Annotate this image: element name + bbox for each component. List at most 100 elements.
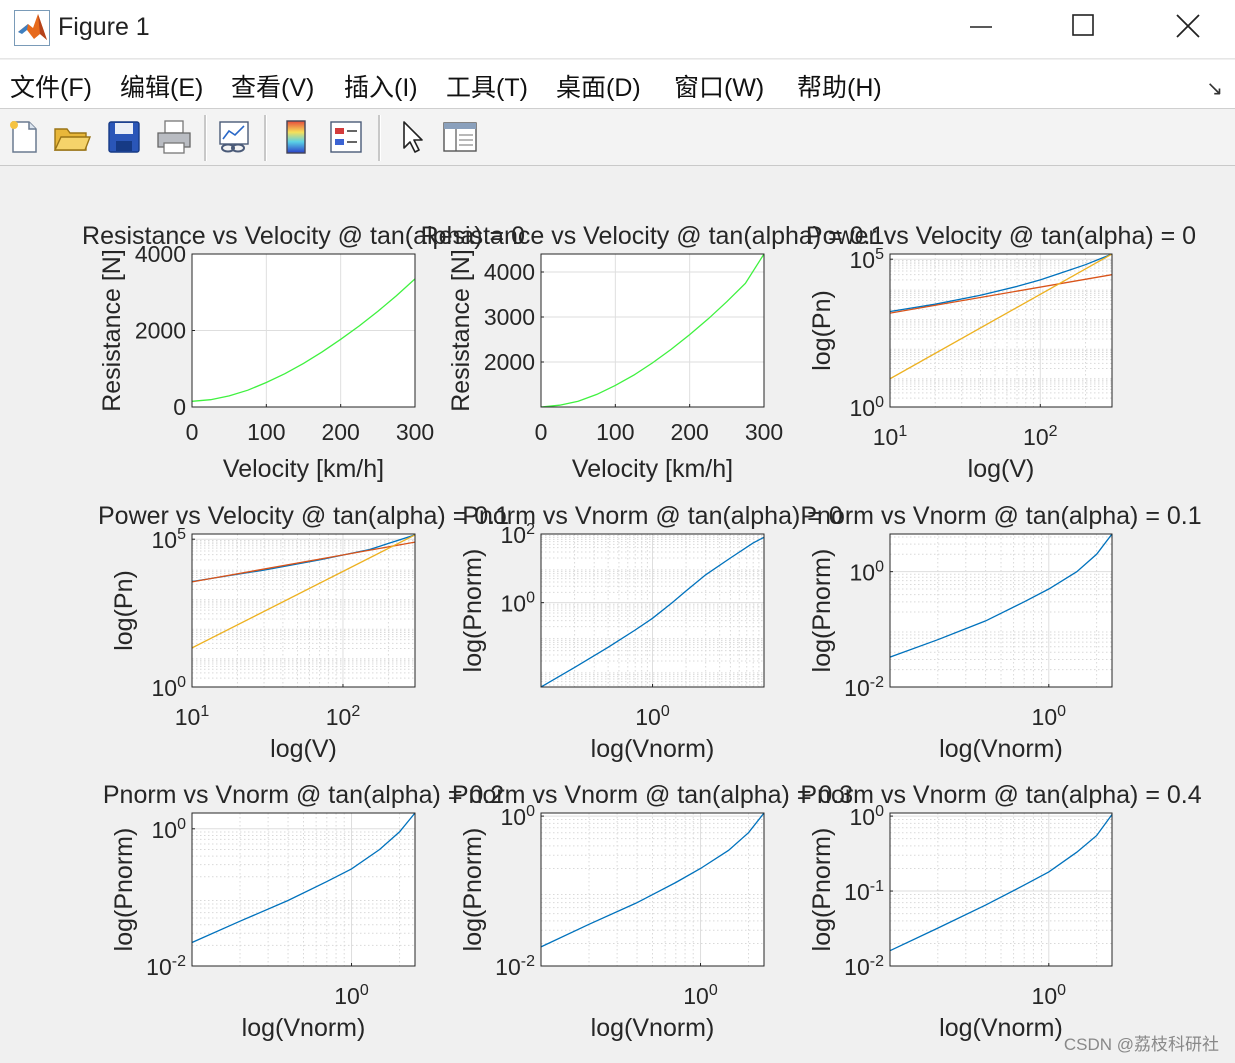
menu-window[interactable]: 窗口(W)	[674, 74, 765, 102]
y-tick-label: 100	[850, 559, 885, 586]
edit-plot-pointer-icon[interactable]	[392, 117, 432, 157]
y-tick-label: 4000	[484, 259, 535, 285]
axes-box	[191, 812, 416, 967]
x-tick-label: 100	[1032, 982, 1067, 1009]
subplot-1: 0 100 200 300 0 2000 4000 Velocity [km/h] Resist…	[82, 222, 525, 483]
grid	[889, 254, 1112, 408]
window-title: Figure 1	[58, 13, 150, 41]
y-axis-label: Resistance [N]	[447, 249, 475, 412]
y-tick-label: 2000	[135, 318, 186, 344]
title-bar: Figure 1	[0, 0, 1235, 59]
series-line-Pnorm	[890, 814, 1112, 952]
subplot-8: 100 10-2 100 log(Vnorm) log(Pnorm) Pnorm vs V…	[452, 781, 853, 1042]
x-axis-label: Velocity [km/h]	[223, 455, 384, 483]
x-tick-label: 101	[873, 423, 908, 450]
y-axis-label: log(Pnorm)	[808, 828, 836, 952]
subplot-title: Pnorm vs Vnorm @ tan(alpha) = 0	[462, 502, 842, 530]
subplot-title: Resistance vs Velocity @ tan(alpha) = 0.…	[421, 222, 885, 250]
series-line-Resistance	[541, 254, 764, 407]
watermark-text: CSDN @荔枝科研社	[1063, 1035, 1219, 1054]
menu-bar: 文件(F) 编辑(E) 查看(V) 插入(I) 工具(T) 桌面(D) 窗口(W…	[0, 60, 1235, 109]
axes-background	[541, 254, 764, 407]
y-axis-label: log(Pnorm)	[808, 549, 836, 673]
figure-canvas: 0 100 200 300 0 2000 4000 Velocity [km/h] Resist…	[0, 166, 1235, 1063]
y-tick-label: 105	[850, 246, 885, 273]
subplot-4: 101 102 100 105 log(V) log(Pn) Power vs Veloci…	[98, 502, 509, 763]
y-tick-label: 10-2	[146, 953, 186, 980]
axes-box	[191, 533, 416, 688]
y-tick-label: 100	[850, 394, 885, 421]
y-tick-label: 100	[850, 803, 885, 830]
y-tick-label: 100	[501, 803, 536, 830]
y-tick-label: 105	[152, 526, 187, 553]
dock-figure-icon[interactable]: ↘	[1206, 78, 1223, 100]
x-tick-label: 300	[396, 419, 434, 445]
insert-legend-icon[interactable]	[326, 117, 366, 157]
subplots-grid: 0 100 200 300 0 2000 4000 Velocity [km/h] Resist…	[82, 222, 1202, 1042]
x-tick-label: 0	[535, 419, 548, 445]
y-tick-label: 102	[501, 521, 536, 548]
property-inspector-icon[interactable]	[440, 117, 480, 157]
new-figure-icon[interactable]	[4, 117, 44, 157]
x-tick-label: 100	[1032, 703, 1067, 730]
minimize-button[interactable]	[928, 0, 1032, 52]
maximize-button[interactable]	[1030, 0, 1134, 52]
subplot-title: Pnorm vs Vnorm @ tan(alpha) = 0.3	[452, 781, 853, 809]
menu-file[interactable]: 文件(F)	[10, 74, 92, 102]
series-line-aero	[192, 534, 415, 649]
series-line-Pnorm	[541, 536, 764, 687]
subplot-7: 100 10-2 100 log(Vnorm) log(Pnorm) Pnorm vs V…	[103, 781, 504, 1042]
y-tick-label: 4000	[135, 241, 186, 267]
subplot-title: Resistance vs Velocity @ tan(alpha) = 0	[82, 222, 525, 250]
y-tick-label: 10-2	[844, 953, 884, 980]
menu-view[interactable]: 查看(V)	[231, 74, 315, 102]
y-tick-label: 100	[152, 816, 187, 843]
y-axis-label: log(Pnorm)	[459, 549, 487, 673]
menu-insert[interactable]: 插入(I)	[344, 74, 418, 102]
series-line-total	[890, 254, 1112, 313]
menu-help[interactable]: 帮助(H)	[797, 74, 882, 102]
series-line-aero	[890, 254, 1112, 380]
menu-edit[interactable]: 编辑(E)	[120, 74, 204, 102]
x-axis-label: log(Vnorm)	[591, 735, 715, 763]
series-line-Pnorm	[541, 813, 764, 948]
y-axis-label: log(Pnorm)	[110, 828, 138, 952]
save-icon[interactable]	[104, 117, 144, 157]
link-plot-icon[interactable]	[214, 117, 254, 157]
y-axis-label: Resistance [N]	[98, 249, 126, 412]
y-axis-label: log(Pnorm)	[459, 828, 487, 952]
x-tick-label: 102	[1023, 423, 1058, 450]
x-axis-label: log(Vnorm)	[242, 1014, 366, 1042]
subplot-3: 101 102 100 105 log(V) log(Pn) Power vs Veloci…	[806, 222, 1196, 483]
x-tick-label: 0	[186, 419, 199, 445]
x-tick-label: 100	[635, 703, 670, 730]
axes-box	[889, 812, 1113, 967]
y-tick-label: 10-2	[495, 953, 535, 980]
open-file-icon[interactable]	[52, 117, 92, 157]
x-tick-label: 100	[334, 982, 369, 1009]
y-axis-label: log(Pn)	[808, 290, 836, 371]
y-tick-label: 100	[152, 674, 187, 701]
insert-colorbar-icon[interactable]	[276, 117, 316, 157]
subplot-title: Power vs Velocity @ tan(alpha) = 0	[806, 222, 1196, 250]
axes-box	[889, 533, 1113, 688]
series-line-rolling	[890, 274, 1112, 314]
y-tick-label: 2000	[484, 349, 535, 375]
matlab-logo-icon	[14, 10, 50, 46]
x-axis-label: log(V)	[270, 735, 337, 763]
subplot-9: 100 10-2 10-1 100 log(Vnorm) log(Pnorm) Pnorm …	[800, 781, 1201, 1042]
grid	[890, 813, 1112, 967]
subplot-2: 0 100 200 300 2000 3000 4000 Velocity [km/h] Res…	[421, 222, 885, 483]
menu-desktop[interactable]: 桌面(D)	[556, 74, 641, 102]
print-icon[interactable]	[154, 117, 194, 157]
subplot-title: Pnorm vs Vnorm @ tan(alpha) = 0.1	[800, 502, 1201, 530]
x-tick-label: 100	[247, 419, 285, 445]
x-tick-label: 200	[321, 419, 359, 445]
menu-tools[interactable]: 工具(T)	[446, 74, 528, 102]
close-button[interactable]	[1134, 0, 1235, 52]
x-tick-label: 300	[745, 419, 783, 445]
x-tick-label: 100	[596, 419, 634, 445]
x-axis-label: log(Vnorm)	[939, 735, 1063, 763]
series-line-Pnorm	[890, 534, 1112, 658]
x-axis-label: log(Vnorm)	[591, 1014, 715, 1042]
